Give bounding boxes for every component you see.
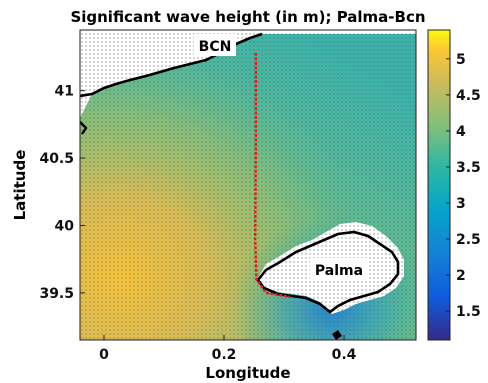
plot-area <box>80 30 416 340</box>
y-tick-label: 40 <box>55 218 75 234</box>
colorbar-tick-label: 2 <box>456 268 466 284</box>
colorbar-tick-label: 3 <box>456 196 466 212</box>
annotation-palma-label: Palma <box>315 263 363 279</box>
coast-fragment <box>80 121 88 135</box>
annotation-palma: Palma <box>310 258 368 280</box>
south-islet <box>332 330 342 340</box>
y-tick-label: 41 <box>55 84 74 100</box>
colorbar-ticks: 1.5 2 2.5 3 3.5 4 4.5 5 <box>446 52 481 320</box>
colorbar-tick-label: 5 <box>456 52 466 68</box>
colorbar-tick-label: 4.5 <box>456 88 481 104</box>
plot-frame <box>79 29 417 341</box>
x-axis-ticks: 0 0.2 0.4 <box>99 335 357 363</box>
x-axis-label: Longitude <box>205 364 290 382</box>
colorbar-tick-label: 3.5 <box>456 160 481 176</box>
mainland-landmass <box>80 30 416 118</box>
colorbar-tick-label: 1.5 <box>456 304 481 320</box>
x-tick-label: 0.4 <box>332 347 357 363</box>
y-tick-label: 39.5 <box>39 286 74 302</box>
island-coastline <box>256 230 400 314</box>
colorbar-tick-label: 4 <box>456 124 466 140</box>
y-axis-label: Latitude <box>11 150 29 221</box>
x-tick-label: 0.2 <box>212 347 237 363</box>
y-axis-ticks: 39.5 40 40.5 41 <box>39 84 85 302</box>
colorbar-tick-label: 2.5 <box>456 232 481 248</box>
annotation-bcn: BCN <box>194 34 236 56</box>
chart-title: Significant wave height (in m); Palma-Bc… <box>70 8 425 26</box>
x-tick-label: 0 <box>99 347 109 363</box>
annotation-bcn-label: BCN <box>199 39 232 55</box>
y-tick-label: 40.5 <box>39 151 74 167</box>
colorbar <box>427 29 451 341</box>
